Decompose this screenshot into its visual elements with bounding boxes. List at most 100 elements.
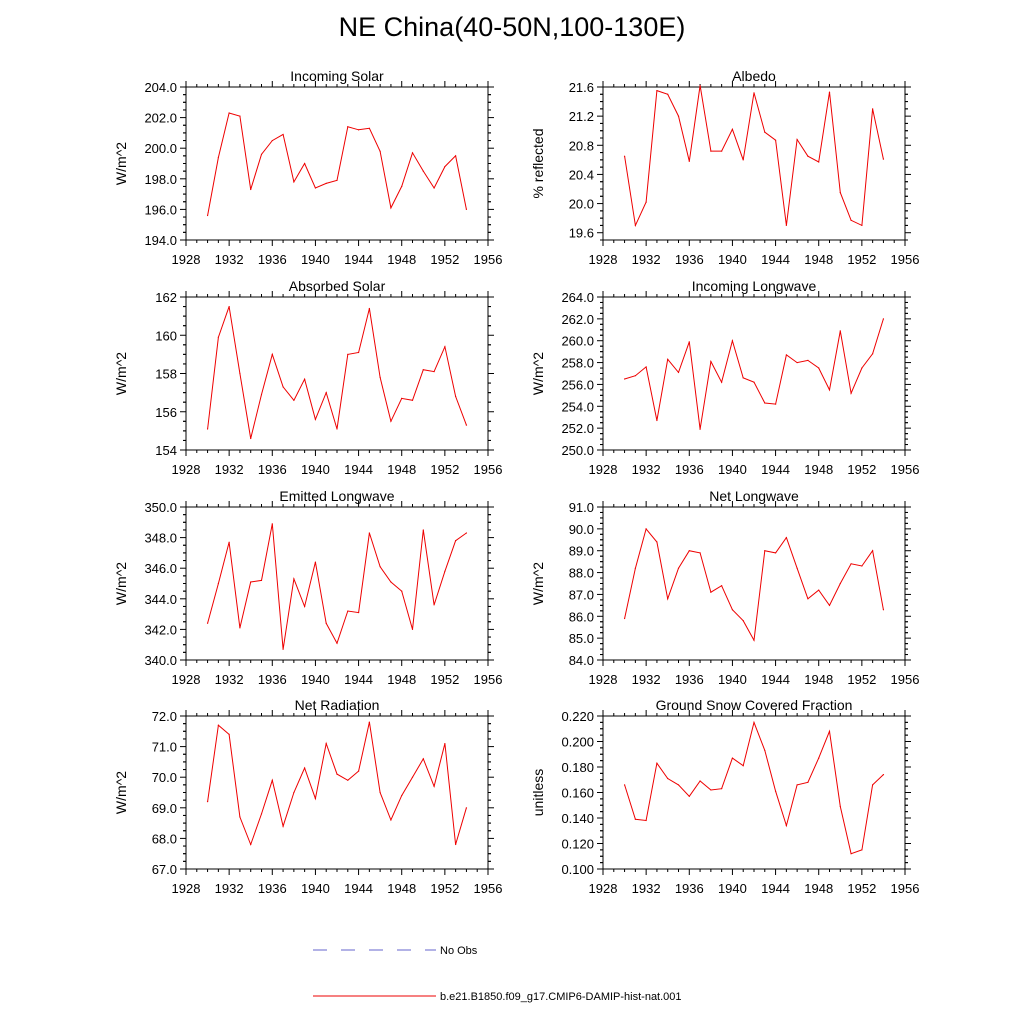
data-point (325, 742, 327, 745)
y-tick-label: 344.0 (144, 592, 177, 607)
data-point (731, 757, 734, 759)
y-tick-label: 21.6 (569, 80, 594, 95)
y-tick-label: 0.120 (561, 837, 594, 852)
y-axis-label: W/m^2 (113, 142, 129, 185)
data-point (807, 781, 809, 783)
data-point (347, 353, 349, 355)
panel-title: Net Radiation (295, 697, 380, 713)
legend-label: b.e21.B1850.f09_g17.CMIP6-DAMIP-hist-nat… (440, 991, 682, 1003)
x-tick-label: 1928 (172, 252, 201, 267)
y-tick-label: 84.0 (569, 653, 594, 668)
data-point (282, 133, 284, 136)
data-point (228, 112, 230, 114)
data-point (411, 399, 414, 401)
data-point (465, 807, 468, 809)
data-point (753, 381, 755, 383)
data-point (422, 529, 424, 531)
x-tick-label: 1940 (718, 462, 747, 477)
data-point (785, 537, 787, 539)
data-point (379, 150, 381, 152)
data-point (282, 386, 284, 388)
data-point (656, 762, 658, 764)
data-point (304, 767, 306, 769)
y-tick-label: 156 (155, 405, 177, 420)
data-point (656, 541, 658, 543)
data-point (882, 774, 885, 776)
data-point (667, 777, 669, 780)
y-tick-label: 350.0 (144, 500, 177, 515)
data-point (390, 420, 392, 422)
data-point (465, 532, 468, 534)
data-point (645, 366, 647, 368)
data-point (861, 849, 863, 851)
series-line (207, 523, 467, 650)
x-tick-label: 1944 (344, 672, 373, 687)
data-point (764, 749, 766, 752)
data-point (828, 604, 831, 606)
y-tick-label: 87.0 (569, 587, 594, 602)
data-point (239, 115, 241, 117)
x-tick-label: 1952 (847, 881, 876, 896)
data-point (634, 818, 636, 820)
y-tick-label: 346.0 (144, 561, 177, 576)
x-tick-label: 1932 (632, 252, 661, 267)
data-point (401, 794, 403, 797)
data-point (304, 162, 306, 165)
x-tick-label: 1932 (632, 672, 661, 687)
x-tick-label: 1940 (301, 252, 330, 267)
y-axis-label: W/m^2 (530, 352, 546, 395)
data-point (850, 219, 852, 221)
x-tick-label: 1928 (172, 462, 201, 477)
data-point (764, 550, 766, 552)
y-axis-label: W/m^2 (530, 562, 546, 605)
series-line (624, 527, 884, 642)
data-point (623, 784, 626, 786)
data-point (774, 552, 777, 554)
panel-incoming-longwave: Incoming Longwave 1928 1932 1936 1940 1944 194… (530, 278, 919, 477)
data-point (282, 648, 284, 650)
x-tick-label: 1928 (589, 252, 618, 267)
data-point (422, 369, 424, 371)
data-point (336, 773, 338, 775)
data-point (433, 370, 435, 373)
series-line (207, 721, 467, 846)
data-point (645, 528, 647, 530)
data-point (828, 91, 831, 93)
data-point (882, 158, 885, 160)
data-point (731, 128, 734, 130)
x-tick-label: 1944 (344, 462, 373, 477)
series-line (207, 112, 467, 216)
data-point (271, 779, 273, 781)
data-point (314, 561, 317, 563)
data-point (228, 541, 230, 543)
data-point (828, 389, 831, 391)
data-point (217, 156, 219, 158)
data-point (336, 179, 338, 181)
data-point (390, 207, 392, 209)
data-point (206, 622, 209, 624)
data-point (455, 155, 457, 157)
data-point (774, 403, 777, 405)
x-tick-label: 1952 (847, 462, 876, 477)
x-tick-label: 1936 (675, 672, 704, 687)
data-point (872, 784, 874, 786)
data-point (422, 758, 424, 760)
data-point (710, 591, 712, 593)
plot-frame (602, 715, 906, 870)
data-point (465, 424, 468, 426)
data-point (872, 353, 874, 355)
y-axis-label: unitless (530, 769, 546, 816)
data-point (411, 152, 414, 154)
y-tick-label: 256.0 (561, 377, 594, 392)
data-point (699, 84, 701, 87)
x-tick-label: 1944 (761, 881, 790, 896)
data-point (336, 428, 338, 430)
data-point (401, 397, 403, 399)
data-point (444, 165, 446, 168)
data-point (818, 367, 820, 369)
data-point (357, 351, 360, 354)
y-tick-label: 89.0 (569, 544, 594, 559)
y-tick-label: 154 (155, 443, 177, 458)
data-point (314, 187, 317, 189)
